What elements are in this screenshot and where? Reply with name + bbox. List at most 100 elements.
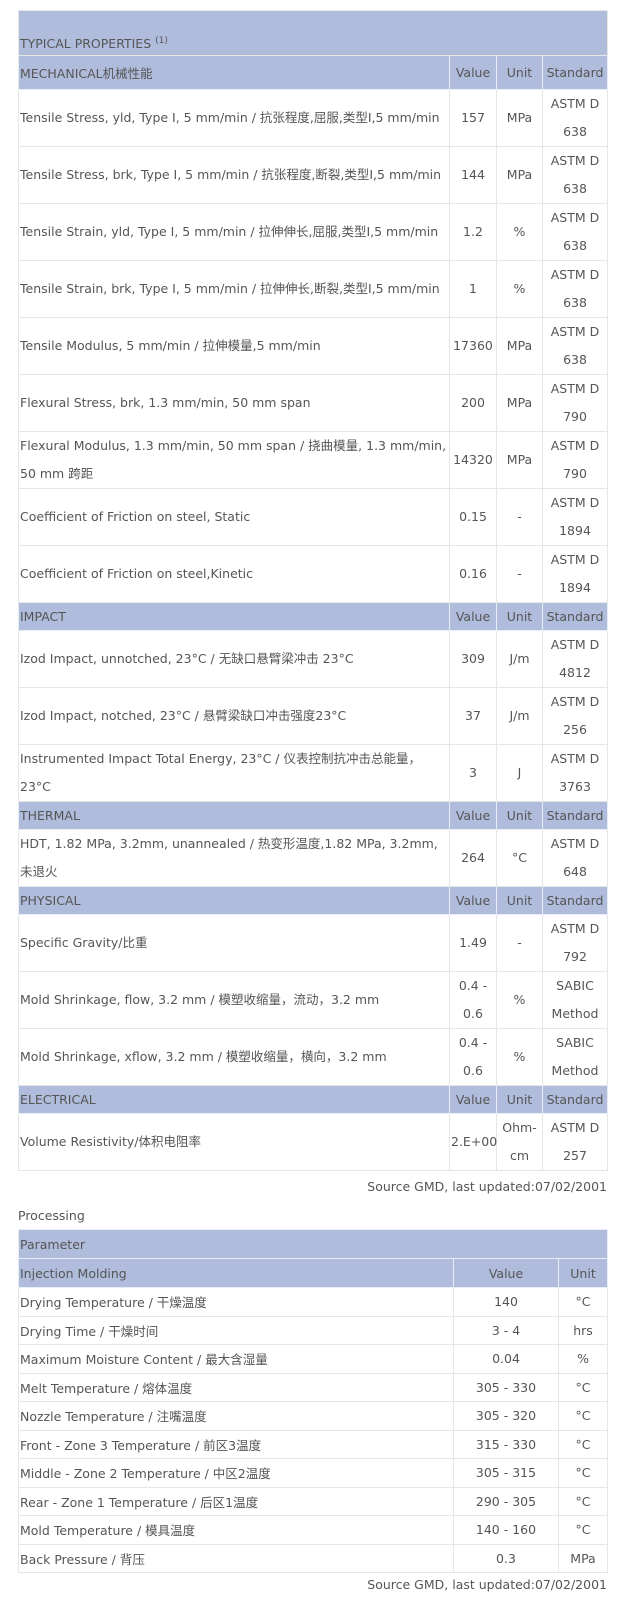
table-row: Coefficient of Friction on steel,Kinetic… — [18, 545, 608, 603]
parameter-name: Mold Temperature / 模具温度 — [18, 1515, 454, 1545]
column-header: Unit — [496, 801, 543, 830]
value: 14320 — [449, 431, 497, 489]
column-header: Value — [449, 1085, 497, 1114]
value: 0.16 — [449, 545, 497, 603]
typical-properties-table: TYPICAL PROPERTIES (1) MECHANICAL机械性能 Val… — [18, 10, 608, 1171]
unit: °C — [557, 1486, 609, 1516]
unit: % — [496, 260, 543, 318]
value: 157 — [449, 89, 497, 147]
column-header: Unit — [496, 886, 543, 915]
value: 0.4 - 0.6 — [449, 971, 497, 1029]
table-row: Volume Resistivity/体积电阻率 2.E+00 Ohm-cm ASTM… — [18, 1113, 608, 1171]
property-name: Coefficient of Friction on steel, Static — [18, 488, 450, 546]
standard: ASTM D 3763 — [542, 744, 608, 802]
unit: - — [496, 545, 543, 603]
unit: % — [496, 203, 543, 261]
column-header: Unit — [496, 55, 543, 90]
standard: ASTM D 648 — [542, 829, 608, 887]
table-row: Maximum Moisture Content / 最大含湿量 0.04% — [18, 1344, 609, 1374]
section-header: Injection Molding — [18, 1258, 454, 1288]
unit: hrs — [557, 1315, 609, 1345]
value: 0.04 — [453, 1344, 559, 1374]
standard: ASTM D 638 — [542, 146, 608, 204]
value: 17360 — [449, 317, 497, 375]
value: 264 — [449, 829, 497, 887]
standard: ASTM D 790 — [542, 431, 608, 489]
parameter-name: Middle - Zone 2 Temperature / 中区2温度 — [18, 1458, 454, 1488]
unit: °C — [557, 1458, 609, 1488]
value: 200 — [449, 374, 497, 432]
property-name: Instrumented Impact Total Energy, 23°C /… — [18, 744, 450, 802]
standard: ASTM D 256 — [542, 687, 608, 745]
standard: ASTM D 1894 — [542, 545, 608, 603]
value: 140 — [453, 1287, 559, 1317]
table-row: Rear - Zone 1 Temperature / 后区1温度 290 - 3… — [18, 1486, 609, 1516]
standard: ASTM D 638 — [542, 317, 608, 375]
column-header: Standard — [542, 602, 608, 631]
value: 0.4 - 0.6 — [449, 1028, 497, 1086]
column-header: Standard — [542, 886, 608, 915]
column-header: Standard — [542, 801, 608, 830]
property-name: Tensile Modulus, 5 mm/min / 拉伸模量,5 mm/mi… — [18, 317, 450, 375]
property-name: Mold Shrinkage, flow, 3.2 mm / 模塑收缩量，流动，… — [18, 971, 450, 1029]
column-header: Standard — [542, 55, 608, 90]
unit: °C — [557, 1429, 609, 1459]
value: 290 - 305 — [453, 1486, 559, 1516]
unit: - — [496, 914, 543, 972]
standard: ASTM D 257 — [542, 1113, 608, 1171]
value: 140 - 160 — [453, 1515, 559, 1545]
section-name: IMPACT — [18, 602, 450, 631]
processing-table: Parameter Injection Molding Value Unit Dry… — [17, 1229, 609, 1573]
table-row: Tensile Strain, brk, Type I, 5 mm/min / … — [18, 260, 608, 318]
column-header: Value — [449, 801, 497, 830]
parameter-name: Melt Temperature / 熔体温度 — [18, 1372, 454, 1402]
value: 0.3 — [453, 1543, 559, 1573]
parameter-name: Front - Zone 3 Temperature / 前区3温度 — [18, 1429, 454, 1459]
unit: MPa — [496, 89, 543, 147]
parameter-header: Parameter — [17, 1229, 609, 1259]
section-name: THERMAL — [18, 801, 450, 830]
unit: °C — [557, 1401, 609, 1431]
value: 1.2 — [449, 203, 497, 261]
parameter-name: Rear - Zone 1 Temperature / 后区1温度 — [18, 1486, 454, 1516]
property-name: Izod Impact, unnotched, 23°C / 无缺口悬臂梁冲击 … — [18, 630, 450, 688]
column-header: Value — [449, 886, 497, 915]
property-name: Mold Shrinkage, xflow, 3.2 mm / 模塑收缩量，横向… — [18, 1028, 450, 1086]
section-header: MECHANICAL机械性能 Value Unit Standard — [18, 55, 608, 90]
source-note: Source GMD, last updated:07/02/2001 — [367, 1577, 607, 1592]
section-header: PHYSICAL Value Unit Standard — [18, 886, 608, 915]
table-row: Izod Impact, unnotched, 23°C / 无缺口悬臂梁冲击 … — [18, 630, 608, 688]
table-row: Izod Impact, notched, 23°C / 悬臂梁缺口冲击强度23… — [18, 687, 608, 745]
unit: J — [496, 744, 543, 802]
unit: J/m — [496, 687, 543, 745]
unit: Ohm-cm — [496, 1113, 543, 1171]
standard: ASTM D 1894 — [542, 488, 608, 546]
column-header: Standard — [542, 1085, 608, 1114]
table-row: Middle - Zone 2 Temperature / 中区2温度 305 -… — [18, 1458, 609, 1488]
value: 144 — [449, 146, 497, 204]
property-name: Tensile Strain, yld, Type I, 5 mm/min / … — [18, 203, 450, 261]
property-name: HDT, 1.82 MPa, 3.2mm, unannealed / 热变形温度… — [18, 829, 450, 887]
property-name: Izod Impact, notched, 23°C / 悬臂梁缺口冲击强度23… — [18, 687, 450, 745]
table-row: Instrumented Impact Total Energy, 23°C /… — [18, 744, 608, 802]
table-row: Mold Temperature / 模具温度 140 - 160 °C — [18, 1515, 609, 1545]
unit-header: Unit — [557, 1258, 609, 1288]
source-note: Source GMD, last updated:07/02/2001 — [367, 1179, 607, 1194]
table-row: Drying Time / 干燥时间 3 - 4 hrs — [18, 1315, 609, 1345]
unit: MPa — [496, 431, 543, 489]
section-header: THERMAL Value Unit Standard — [18, 801, 608, 830]
property-name: Volume Resistivity/体积电阻率 — [18, 1113, 450, 1171]
property-name: Tensile Strain, brk, Type I, 5 mm/min / … — [18, 260, 450, 318]
unit: - — [496, 488, 543, 546]
table-row: Specific Gravity/比重 1.49- ASTM D 792 — [18, 914, 608, 972]
unit: MPa — [496, 146, 543, 204]
value: 37 — [449, 687, 497, 745]
table-row: Mold Shrinkage, xflow, 3.2 mm / 模塑收缩量，横向… — [18, 1028, 608, 1086]
unit: °C — [557, 1287, 609, 1317]
table-row: Tensile Modulus, 5 mm/min / 拉伸模量,5 mm/mi… — [18, 317, 608, 375]
unit: % — [496, 1028, 543, 1086]
unit: MPa — [496, 317, 543, 375]
unit: MPa — [496, 374, 543, 432]
processing-label: Processing — [18, 1208, 85, 1223]
section-header: IMPACT Value Unit Standard — [18, 602, 608, 631]
